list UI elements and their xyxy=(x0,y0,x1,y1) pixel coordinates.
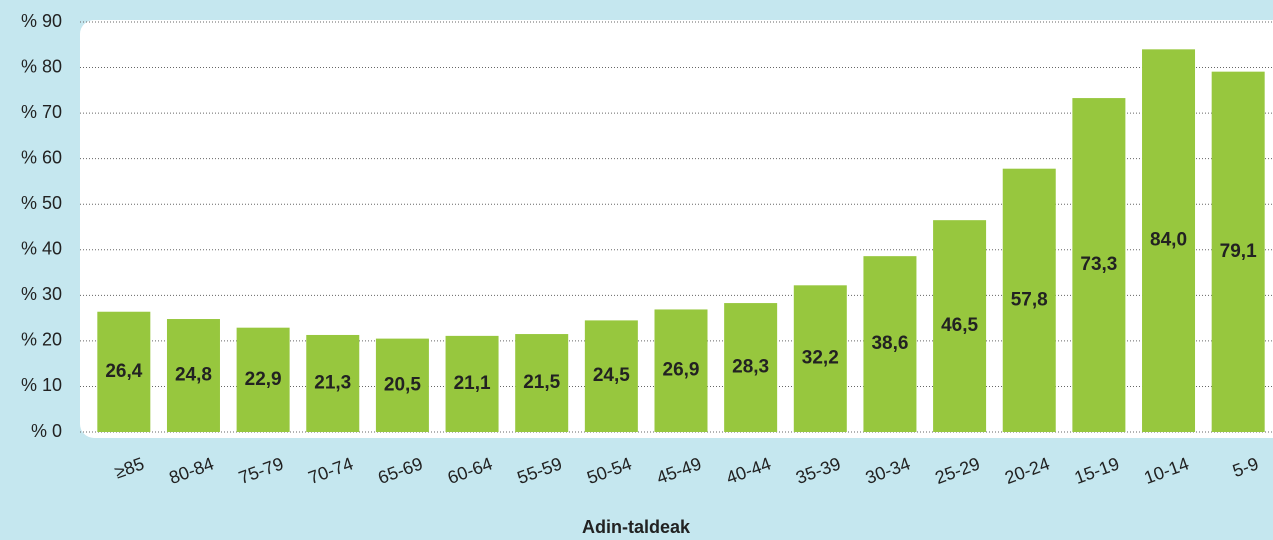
value-label: 21,5 xyxy=(523,372,560,393)
value-label: 46,5 xyxy=(941,315,978,336)
x-axis-title: Adin-taldeak xyxy=(582,517,691,537)
y-tick-label: % 20 xyxy=(21,330,62,350)
y-tick-label: % 90 xyxy=(21,11,62,31)
x-tick-label: 35-39 xyxy=(793,453,843,488)
bar xyxy=(584,320,638,432)
x-tick-label: ≥85 xyxy=(112,453,147,482)
y-tick-label: % 30 xyxy=(21,284,62,304)
bar xyxy=(933,220,987,432)
value-label: 38,6 xyxy=(871,333,908,354)
x-tick-label: 20-24 xyxy=(1002,453,1052,488)
value-label: 57,8 xyxy=(1011,289,1048,310)
value-label: 28,3 xyxy=(732,357,769,378)
value-label: 24,8 xyxy=(175,365,212,386)
y-tick-label: % 80 xyxy=(21,56,62,76)
x-tick-label: 30-34 xyxy=(863,453,913,488)
y-tick-label: % 40 xyxy=(21,239,62,259)
value-label: 22,9 xyxy=(245,369,282,390)
x-tick-label: 80-84 xyxy=(166,453,216,488)
x-tick-label: 45-49 xyxy=(654,453,704,488)
value-label: 24,5 xyxy=(593,365,630,386)
x-tick-label: 40-44 xyxy=(724,453,774,488)
x-tick-label: 50-54 xyxy=(584,453,634,488)
y-tick-label: % 50 xyxy=(21,193,62,213)
x-tick-label: 65-69 xyxy=(375,453,425,488)
bar xyxy=(97,311,151,432)
bar xyxy=(863,256,917,432)
bar xyxy=(306,334,360,432)
bar xyxy=(1072,98,1126,433)
bar xyxy=(793,285,847,432)
x-tick-label: 25-29 xyxy=(932,453,982,488)
value-label: 79,1 xyxy=(1220,241,1257,262)
value-label: 73,3 xyxy=(1080,254,1117,275)
y-tick-label: % 70 xyxy=(21,102,62,122)
bar xyxy=(166,319,220,432)
bar xyxy=(1142,49,1196,432)
x-tick-label: 10-14 xyxy=(1141,453,1191,488)
value-label: 32,2 xyxy=(802,348,839,369)
bar xyxy=(445,335,499,432)
y-tick-label: % 60 xyxy=(21,147,62,167)
x-tick-label: 60-64 xyxy=(445,453,495,488)
bar xyxy=(515,334,569,432)
x-tick-label: 5-9 xyxy=(1230,453,1261,481)
bar xyxy=(1002,168,1056,432)
value-label: 84,0 xyxy=(1150,230,1187,251)
bar xyxy=(375,338,429,432)
x-tick-label: 70-74 xyxy=(306,453,356,488)
value-label: 20,5 xyxy=(384,374,421,395)
bar xyxy=(724,303,778,432)
x-tick-label: 75-79 xyxy=(236,453,286,488)
y-tick-label: % 10 xyxy=(21,375,62,395)
value-label: 26,9 xyxy=(663,360,700,381)
x-tick-label: 15-19 xyxy=(1072,453,1122,488)
value-label: 26,4 xyxy=(105,361,142,382)
bar xyxy=(1211,71,1265,433)
x-tick-label: 55-59 xyxy=(515,453,565,488)
bar xyxy=(236,327,290,432)
value-label: 21,1 xyxy=(454,373,491,394)
value-label: 21,3 xyxy=(314,372,351,393)
bar xyxy=(654,309,708,432)
y-tick-label: % 0 xyxy=(31,421,62,441)
